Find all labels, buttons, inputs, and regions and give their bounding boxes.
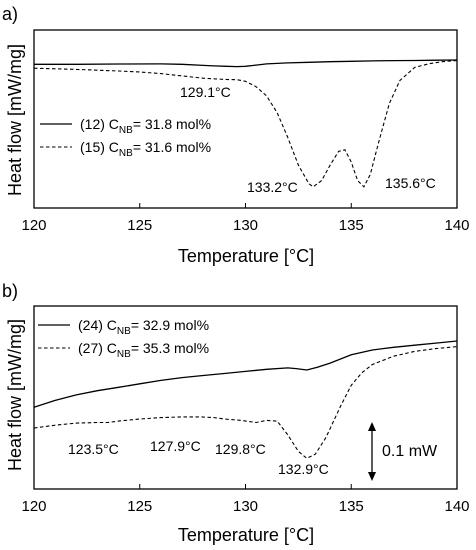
panel-a-peak-label-133-2: 133.2°C (247, 179, 298, 195)
panel-b-peak-label-132-9: 132.9°C (278, 461, 329, 477)
panel-a-legend-label-15: (15) CNB= 31.6 mol% (80, 139, 211, 159)
panel-b-series-27-line (33, 346, 458, 459)
panel-b-x-tick-label: 120 (21, 498, 46, 515)
panel-b-peak-label-129-8: 129.8°C (215, 441, 266, 457)
panel-b-x-tick-labels: 120 125 130 135 140 (21, 498, 469, 515)
panel-b-scale-bar: 0.1 mW (368, 422, 438, 481)
panel-a-x-tick-label: 135 (339, 217, 364, 234)
panel-a-x-axis-title: Temperature [°C] (178, 246, 314, 266)
panel-a-x-tick-label: 140 (444, 217, 469, 234)
panel-a-series-12-line (34, 59, 458, 68)
panel-a-x-ticks (33, 203, 458, 208)
panel-b-x-tick-label: 125 (127, 498, 152, 515)
panel-b-plot-frame (33, 305, 458, 490)
panel-a-peak-label-135-6: 135.6°C (385, 175, 436, 191)
panel-b-letter: b) (2, 281, 18, 301)
panel-b-peak-label-123-5: 123.5°C (68, 441, 119, 457)
scale-bar-arrow-up-icon (368, 422, 376, 431)
panel-a-peak-label-129-1: 129.1°C (180, 84, 231, 100)
panel-a-x-tick-labels: 120 125 130 135 140 (21, 217, 469, 234)
panel-b-x-tick-label: 140 (444, 498, 469, 515)
panel-b-x-tick-label: 130 (233, 498, 258, 515)
panel-a-x-tick-label: 125 (127, 217, 152, 234)
panel-b-legend-label-27: (27) CNB= 35.3 mol% (78, 340, 209, 360)
panel-b-peak-label-127-9: 127.9°C (150, 438, 201, 454)
panel-a-legend-label-12: (12) CNB= 31.8 mol% (80, 116, 211, 136)
panel-b-series-24-line (33, 340, 458, 408)
scale-bar-label: 0.1 mW (382, 443, 438, 460)
panel-a: a) 120 125 130 135 140 (12) CNB= 31.8 mol% (… (2, 4, 470, 266)
panel-b-x-ticks (33, 484, 458, 489)
panel-a-letter: a) (2, 4, 18, 24)
panel-a-y-axis-title: Heat flow [mW/mg] (5, 44, 25, 196)
panel-b-y-axis-title: Heat flow [mW/mg] (5, 319, 25, 471)
panel-b-x-tick-label: 135 (339, 498, 364, 515)
panel-a-x-tick-label: 120 (21, 217, 46, 234)
panel-b-legend-label-24: (24) CNB= 32.9 mol% (78, 317, 209, 337)
panel-a-x-tick-label: 130 (233, 217, 258, 234)
panel-b-x-axis-title: Temperature [°C] (178, 525, 314, 545)
scale-bar-arrow-down-icon (368, 472, 376, 481)
panel-a-series-15-line (33, 59, 458, 188)
panel-b: b) 120 125 130 135 140 (24) CNB= 32.9 mol% (… (2, 281, 470, 545)
